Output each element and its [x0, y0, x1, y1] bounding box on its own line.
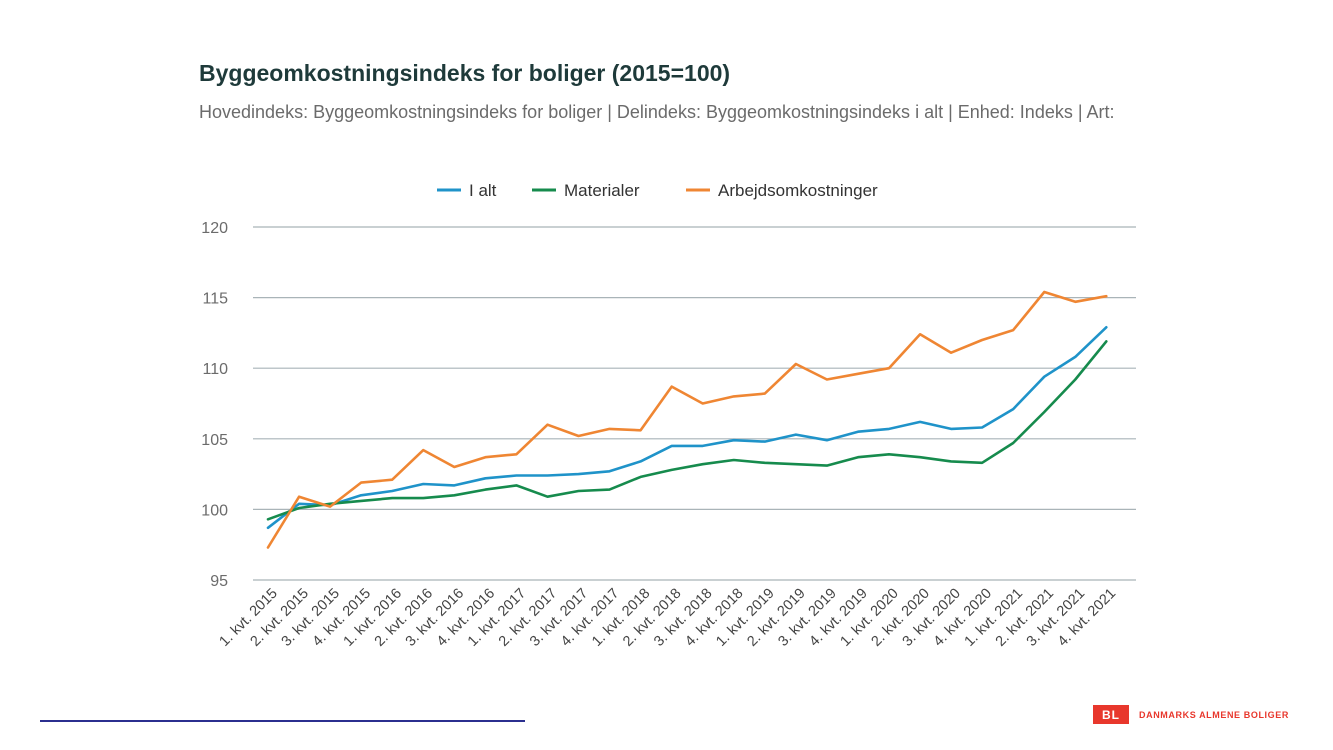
legend-label: I alt — [469, 181, 497, 200]
y-tick-label: 115 — [202, 291, 228, 308]
y-tick-label: 100 — [201, 502, 228, 519]
y-tick-label: 105 — [201, 432, 228, 449]
bl-logo-text: DANMARKS ALMENE BOLIGER — [1139, 709, 1289, 720]
y-tick-label: 110 — [202, 361, 228, 378]
series-line-arbejdsomkostninger — [266, 290, 1108, 549]
y-tick-label: 95 — [210, 573, 228, 590]
footer-divider — [40, 720, 525, 722]
bl-logo: BL DANMARKS ALMENE BOLIGER — [1093, 705, 1289, 724]
chart-title: Byggeomkostningsindeks for boliger (2015… — [199, 60, 731, 86]
legend-label: Arbejdsomkostninger — [718, 181, 878, 200]
y-tick-label: 120 — [201, 220, 228, 237]
chart-subtitle: Hovedindeks: Byggeomkostningsindeks for … — [199, 102, 1115, 122]
series-line-materialer — [266, 340, 1108, 521]
series-line-i-alt — [266, 325, 1108, 530]
legend-label: Materialer — [564, 181, 640, 200]
bl-logo-mark: BL — [1093, 705, 1129, 724]
